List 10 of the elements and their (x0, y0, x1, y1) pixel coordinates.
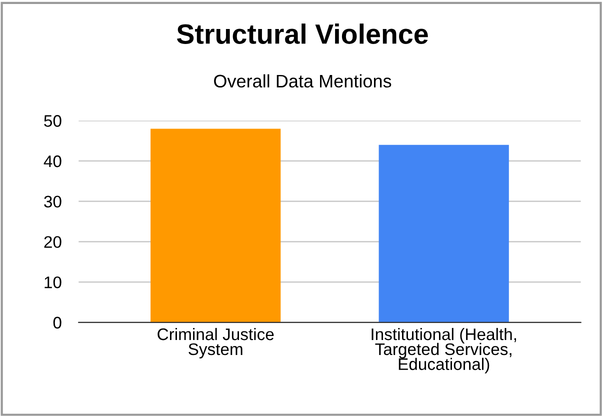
y-tick-label: 20 (44, 236, 62, 248)
x-tick-label: Institutional (Health, Targeted Services, Educational) (372, 328, 516, 374)
chart-title: Structural Violence (176, 24, 428, 44)
y-tick-label: 0 (53, 316, 62, 329)
chart-subtitle: Overall Data Mentions (214, 74, 392, 88)
y-tick-label: 30 (44, 196, 62, 208)
x-tick-label: Criminal Justice System (158, 328, 274, 358)
y-tick-label: 40 (44, 155, 62, 168)
y-tick-label: 10 (44, 276, 62, 288)
y-tick-label: 50 (44, 115, 62, 127)
